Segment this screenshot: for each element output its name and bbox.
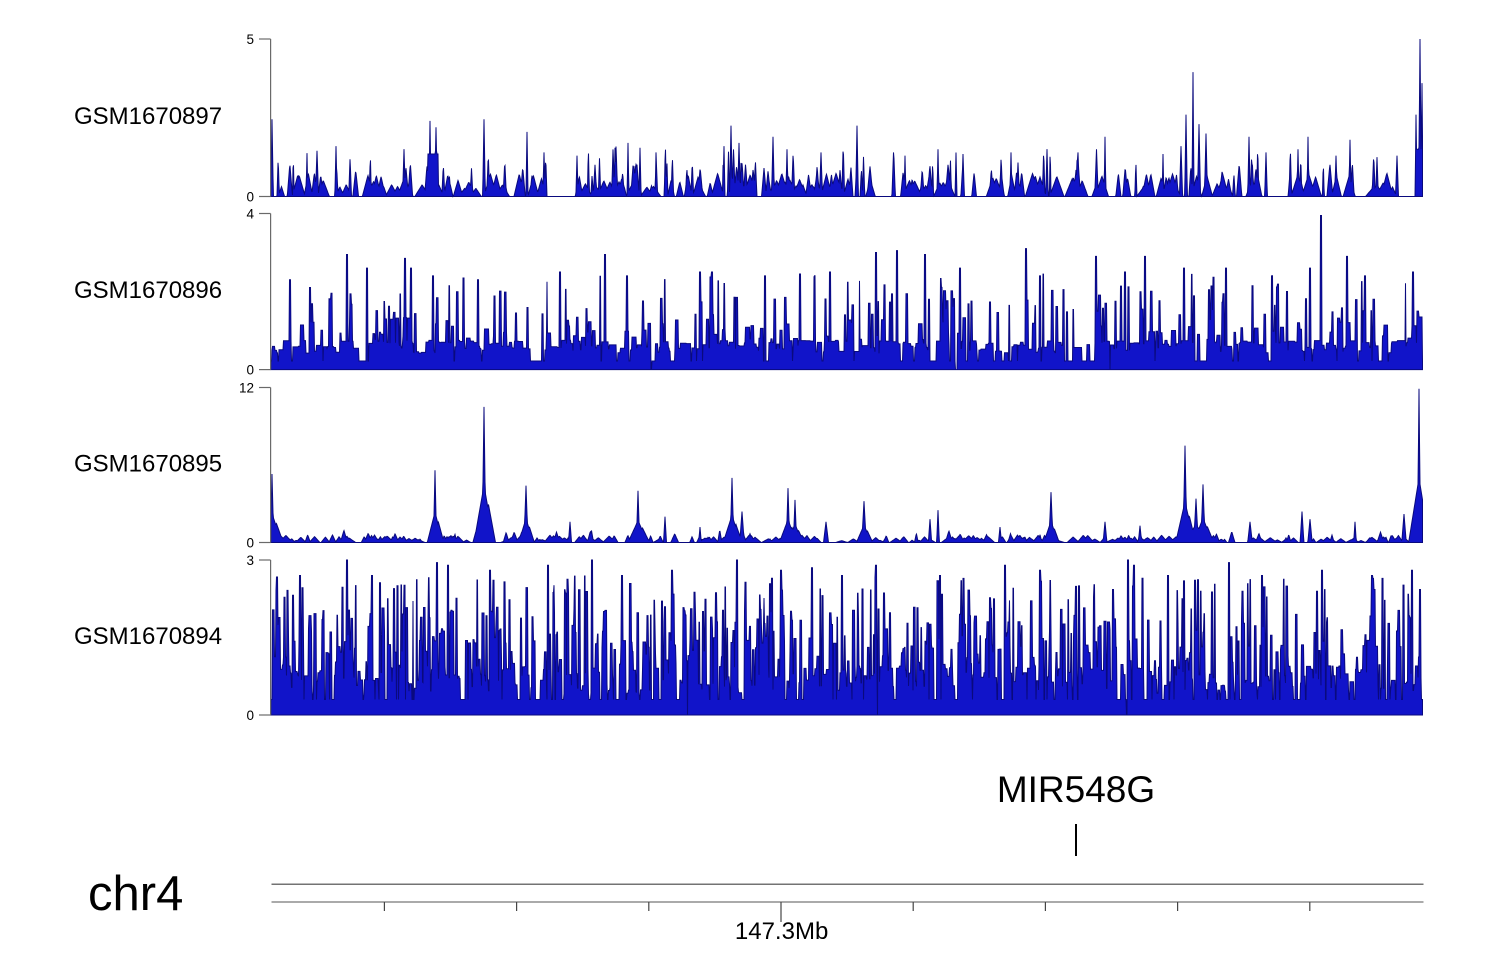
svg-text:0: 0 xyxy=(246,535,254,550)
svg-text:0: 0 xyxy=(246,189,254,204)
svg-text:chr4: chr4 xyxy=(88,867,183,921)
svg-text:3: 3 xyxy=(246,553,254,568)
svg-text:MIR548G: MIR548G xyxy=(997,769,1155,810)
svg-text:GSM1670895: GSM1670895 xyxy=(74,451,222,478)
svg-text:147.3Mb: 147.3Mb xyxy=(735,918,828,945)
svg-text:0: 0 xyxy=(246,708,254,723)
svg-text:0: 0 xyxy=(246,362,254,377)
svg-text:GSM1670896: GSM1670896 xyxy=(74,277,222,304)
svg-text:GSM1670894: GSM1670894 xyxy=(74,623,222,650)
svg-text:12: 12 xyxy=(239,380,254,395)
svg-text:5: 5 xyxy=(246,32,254,47)
svg-text:4: 4 xyxy=(246,206,254,221)
svg-text:GSM1670897: GSM1670897 xyxy=(74,103,222,130)
